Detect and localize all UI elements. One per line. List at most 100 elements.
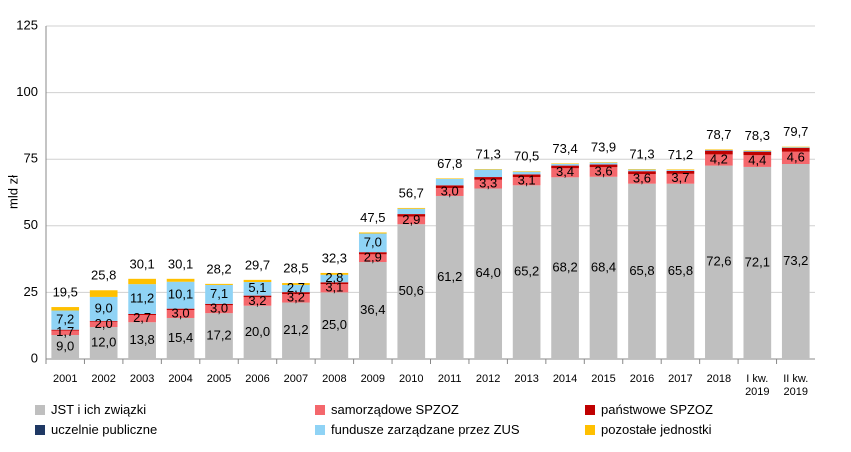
- data-label: 11,2: [130, 290, 154, 305]
- data-label: 7,2: [56, 312, 74, 327]
- bar-segment: [51, 329, 80, 331]
- x-tick-label: 2012: [475, 373, 501, 385]
- total-label: 70,5: [514, 149, 539, 164]
- data-label: 61,2: [437, 269, 462, 284]
- data-label: 25,0: [322, 317, 347, 332]
- total-label: 73,9: [591, 140, 616, 155]
- bar-segment: [397, 216, 426, 225]
- data-label: 7,1: [210, 286, 228, 301]
- legend-swatch: [315, 404, 325, 415]
- total-label: 28,5: [283, 261, 308, 276]
- bar-segment: [320, 272, 349, 275]
- bar-segment: [666, 169, 695, 171]
- total-label: 79,7: [783, 124, 808, 139]
- total-label: 30,1: [129, 256, 154, 271]
- data-label: 3,0: [172, 305, 190, 320]
- bar-segment: [320, 284, 349, 293]
- data-label: 3,2: [248, 293, 266, 308]
- bar-segment: [474, 169, 503, 178]
- total-label: 71,3: [476, 146, 501, 161]
- bar-segment: [89, 290, 118, 297]
- bar-segment: [666, 183, 695, 359]
- bar-segment: [243, 297, 272, 306]
- legend-swatch: [35, 424, 45, 435]
- bar-segment: [474, 179, 503, 189]
- data-label: 65,8: [629, 263, 654, 278]
- data-label: 3,6: [594, 163, 612, 178]
- data-label: 7,0: [364, 234, 382, 249]
- bar-segment: [474, 177, 503, 180]
- bar-segment: [89, 296, 118, 321]
- bar-segment: [628, 169, 656, 172]
- data-label: 5,1: [248, 280, 266, 295]
- bar-segment: [435, 185, 464, 188]
- bar-segment: [166, 281, 195, 309]
- bar-segment: [435, 178, 464, 186]
- bar-segment: [512, 185, 541, 359]
- legend-item: uczelnie publiczne: [35, 422, 157, 437]
- x-tick-label: I kw. 2019: [745, 373, 770, 398]
- bar-segment: [282, 284, 310, 293]
- total-label: 56,7: [399, 185, 424, 200]
- bar-segment: [551, 168, 579, 178]
- legend-swatch: [585, 404, 595, 415]
- bar-segment: [781, 148, 810, 152]
- legend-item: JST i ich związki: [35, 402, 146, 417]
- x-tick-label: 2013: [514, 373, 539, 385]
- bar-segment: [243, 279, 272, 283]
- bar-segment: [474, 188, 503, 359]
- data-label: 73,2: [783, 253, 808, 268]
- bar-segment: [705, 154, 733, 166]
- bar-segment: [89, 327, 118, 359]
- bar-segment: [666, 173, 695, 184]
- bar-segment: [435, 195, 464, 359]
- data-label: 2,7: [133, 310, 151, 325]
- data-label: 2,9: [364, 250, 382, 265]
- data-label: 3,3: [479, 176, 497, 191]
- data-label: 72,1: [745, 254, 770, 269]
- data-label: 4,6: [787, 149, 805, 164]
- bar-segment: [512, 174, 541, 178]
- bar-segment: [51, 330, 80, 336]
- bar-segment: [358, 252, 387, 255]
- legend-label: samorządowe SPZOZ: [331, 402, 459, 417]
- data-label: 2,0: [95, 316, 113, 331]
- total-label: 73,4: [552, 141, 577, 156]
- bar-segment: [435, 178, 464, 179]
- bar-segment: [358, 262, 387, 359]
- bar-segment: [589, 167, 618, 177]
- bar-segment: [781, 146, 810, 148]
- bar-segment: [705, 149, 733, 151]
- bar-segment: [628, 171, 656, 175]
- data-label: 3,7: [671, 170, 689, 185]
- y-tick-label: 75: [24, 151, 38, 166]
- bar-segment: [128, 278, 156, 285]
- bar-segment: [205, 283, 233, 285]
- data-label: 3,0: [210, 301, 228, 316]
- bar-segment: [320, 292, 349, 359]
- data-label: 15,4: [168, 330, 193, 345]
- x-tick-label: 2002: [91, 373, 116, 385]
- bar-segment: [282, 292, 310, 294]
- data-label: 65,2: [514, 264, 539, 279]
- bar-segment: [705, 149, 733, 150]
- legend-label: uczelnie publiczne: [51, 422, 158, 437]
- data-label: 4,4: [748, 153, 766, 168]
- bar-segment: [358, 232, 387, 234]
- bar-segment: [51, 310, 80, 330]
- bar-segment: [51, 335, 80, 359]
- x-tick-label: 2015: [591, 373, 616, 385]
- bar-segment: [781, 147, 810, 148]
- data-label: 3,4: [556, 164, 574, 179]
- total-label: 30,1: [168, 256, 193, 271]
- data-label: 9,0: [95, 300, 113, 315]
- data-label: 13,8: [129, 332, 154, 347]
- bar-segment: [397, 224, 426, 359]
- total-label: 25,8: [91, 268, 116, 283]
- data-label: 68,4: [591, 259, 616, 274]
- data-label: 17,2: [206, 328, 231, 343]
- total-label: 78,3: [745, 128, 770, 143]
- x-tick-label: 2005: [206, 373, 232, 385]
- bar-segment: [435, 187, 464, 196]
